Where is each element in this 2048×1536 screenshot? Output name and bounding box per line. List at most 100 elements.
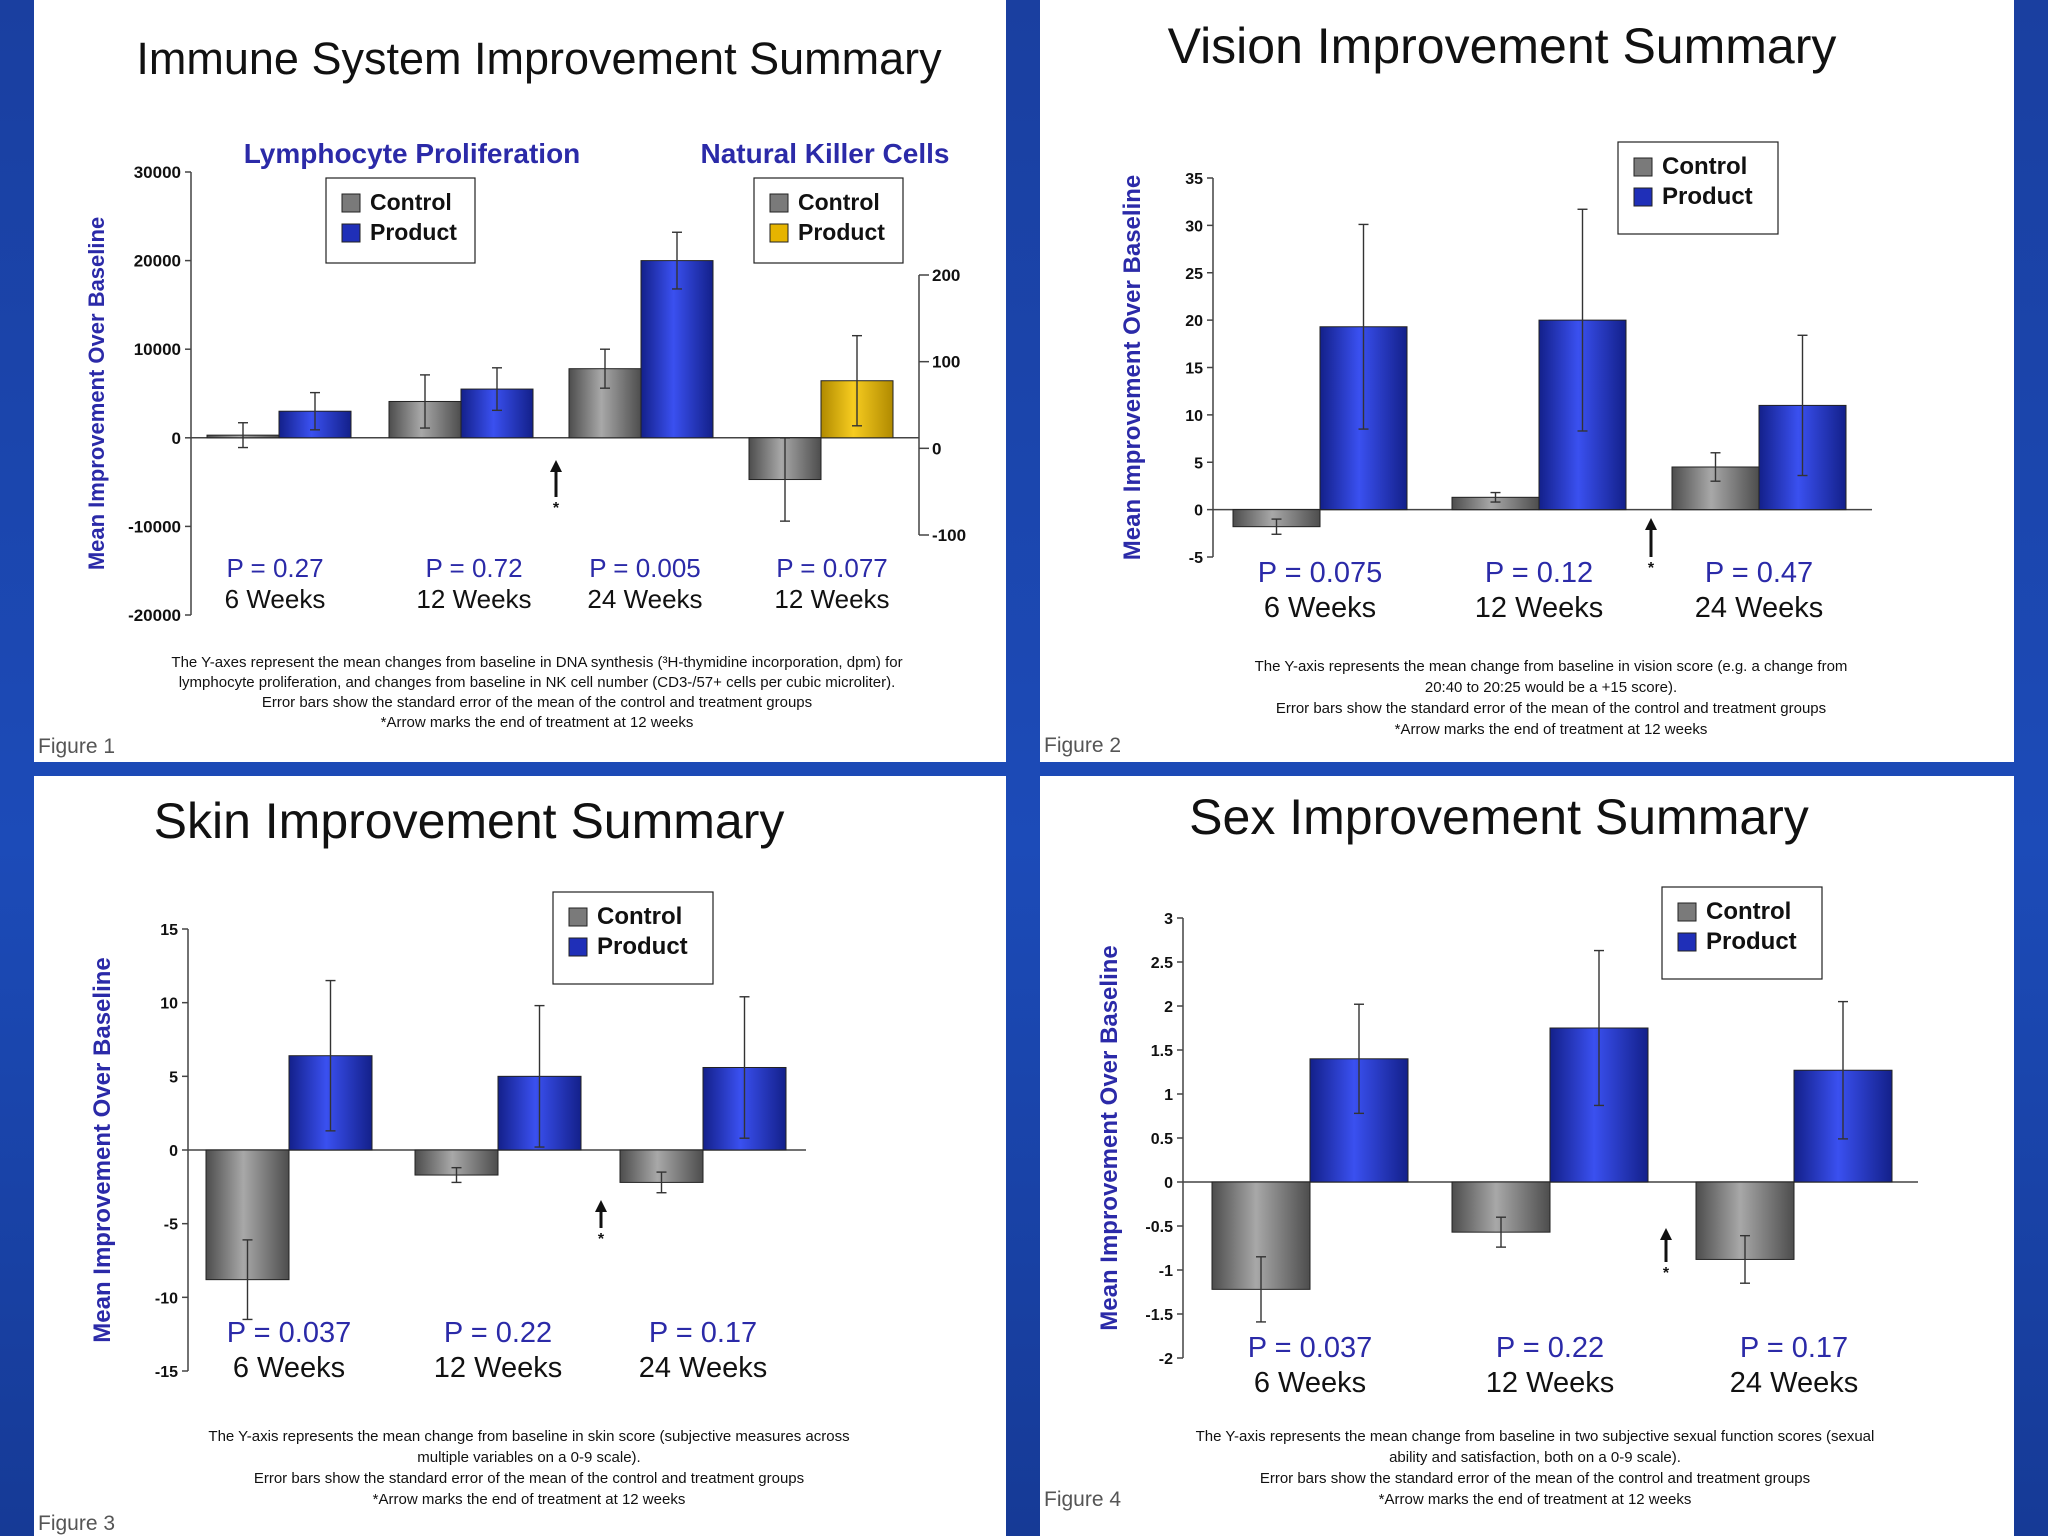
legend-label-product: Product [597, 933, 688, 960]
group-label: 12 Weeks [774, 584, 889, 614]
caption-line: *Arrow marks the end of treatment at 12 … [373, 1491, 686, 1508]
p-value: P = 0.17 [649, 1317, 757, 1349]
p-value: P = 0.22 [1496, 1332, 1604, 1364]
figure-3-panel: Skin Improvement Summary 15 10 5 0 -5 -10 -15 Me… [34, 776, 1006, 1536]
caption-line: The Y-axes represent the mean changes fr… [171, 654, 902, 671]
legend-label-control: Control [1662, 153, 1747, 180]
y-tick-label: -5 [1189, 550, 1203, 567]
y-tick-label: 35 [1185, 171, 1203, 188]
figure-1-panel: Immune System Improvement Summary Lymphoc… [34, 0, 1006, 762]
y-tick-label: -1.5 [1145, 1307, 1173, 1324]
caption-line: *Arrow marks the end of treatment at 12 … [1395, 721, 1708, 738]
legend-label-control: Control [798, 189, 880, 215]
y-tick-label: 3 [1164, 911, 1173, 928]
y-tick-label: -100 [932, 526, 966, 545]
p-value: P = 0.037 [1248, 1332, 1372, 1364]
p-value: P = 0.037 [227, 1317, 351, 1349]
group-label: 12 Weeks [434, 1352, 562, 1384]
legend-swatch-product [341, 223, 361, 243]
y-tick-label: 20 [1185, 313, 1203, 330]
legend-label-control: Control [597, 903, 682, 930]
figure-2-panel: Vision Improvement Summary 35 30 25 20 15 10 5 0… [1040, 0, 2014, 762]
caption-line: Error bars show the standard error of th… [1260, 1470, 1810, 1487]
y-axis-label: Mean Improvement Over Baseline [84, 217, 109, 570]
chart-title: Skin Improvement Summary [154, 793, 785, 849]
y-tick-label: -1 [1159, 1263, 1173, 1280]
subtitle-lymphocyte: Lymphocyte Proliferation [244, 138, 581, 169]
y-tick-label: 2 [1164, 999, 1173, 1016]
y-tick-label: 100 [932, 353, 960, 372]
group-label: 24 Weeks [1695, 592, 1823, 624]
caption-line: lymphocyte proliferation, and changes fr… [179, 674, 896, 691]
p-value: P = 0.077 [776, 553, 888, 583]
legend-swatch-control [769, 193, 789, 213]
legend-swatch-product [769, 223, 789, 243]
end-of-treatment-arrow-asterisk: * [1663, 1265, 1670, 1282]
caption-line: ability and satisfaction, both on a 0-9 … [1389, 1449, 1681, 1466]
legend-label-product: Product [798, 219, 885, 245]
y-tick-label: 30000 [134, 163, 181, 182]
caption-line: *Arrow marks the end of treatment at 12 … [381, 714, 694, 731]
legend-swatch-control [568, 907, 588, 927]
caption-line: Error bars show the standard error of th… [262, 694, 812, 711]
y-tick-label: 10 [1185, 408, 1203, 425]
legend-label-control: Control [1706, 898, 1791, 925]
legend-swatch-control [1633, 157, 1653, 177]
end-of-treatment-arrow-asterisk: * [598, 1231, 605, 1248]
end-of-treatment-arrow-asterisk: * [553, 500, 560, 517]
p-value: P = 0.27 [226, 553, 323, 583]
y-axis-label: Mean Improvement Over Baseline [1119, 175, 1146, 560]
y-tick-label: 25 [1185, 266, 1203, 283]
group-label: 12 Weeks [416, 584, 531, 614]
y-tick-label: 1 [1164, 1087, 1173, 1104]
chart-title: Immune System Improvement Summary [136, 33, 942, 84]
chart-title: Vision Improvement Summary [1168, 18, 1837, 74]
y-tick-label: -10000 [128, 517, 181, 536]
y-tick-label: 5 [169, 1069, 178, 1086]
y-axis-label: Mean Improvement Over Baseline [1096, 945, 1123, 1330]
legend-swatch-product [1633, 187, 1653, 207]
figure-label: Figure 3 [38, 1512, 115, 1535]
legend-swatch-control [341, 193, 361, 213]
legend-swatch-product [1677, 932, 1697, 952]
p-value: P = 0.12 [1485, 557, 1593, 589]
caption-line: Error bars show the standard error of th… [1276, 700, 1826, 717]
y-tick-label: 15 [1185, 361, 1203, 378]
y-tick-label: 0 [932, 439, 941, 458]
legend-label-control: Control [370, 189, 452, 215]
y-tick-label: -2 [1159, 1351, 1173, 1368]
end-of-treatment-arrow-head [1645, 518, 1657, 530]
y-tick-label: -5 [164, 1217, 178, 1234]
y-tick-label: 0.5 [1151, 1131, 1173, 1148]
y-tick-label: 5 [1194, 455, 1203, 472]
end-of-treatment-arrow-head [1660, 1228, 1672, 1240]
end-of-treatment-arrow-head [550, 460, 562, 472]
group-label: 6 Weeks [233, 1352, 345, 1384]
group-label: 24 Weeks [587, 584, 702, 614]
caption-line: The Y-axis represents the mean change fr… [208, 1428, 849, 1445]
caption-line: multiple variables on a 0-9 scale). [417, 1449, 640, 1466]
legend-box [325, 177, 476, 264]
y-tick-label: -0.5 [1145, 1219, 1173, 1236]
p-value: P = 0.72 [425, 553, 522, 583]
group-label: 12 Weeks [1475, 592, 1603, 624]
p-value: P = 0.47 [1705, 557, 1813, 589]
group-label: 6 Weeks [1264, 592, 1376, 624]
end-of-treatment-arrow-head [595, 1200, 607, 1212]
p-value: P = 0.17 [1740, 1332, 1848, 1364]
caption-line: The Y-axis represents the mean change fr… [1196, 1428, 1875, 1445]
legend-label-product: Product [1662, 183, 1753, 210]
y-tick-label: 0 [172, 429, 181, 448]
p-value: P = 0.075 [1258, 557, 1382, 589]
y-tick-label: 0 [169, 1143, 178, 1160]
sex-chart: Sex Improvement Summary 3 2.5 2 1.5 1 0.5 0 -0.5… [1044, 789, 1918, 1511]
y-tick-label: 20000 [134, 252, 181, 271]
y-tick-label: 2.5 [1151, 955, 1173, 972]
immune-chart: Immune System Improvement Summary Lymphoc… [38, 33, 966, 758]
caption-line: The Y-axis represents the mean change fr… [1255, 658, 1848, 675]
caption-line: *Arrow marks the end of treatment at 12 … [1379, 1491, 1692, 1508]
end-of-treatment-arrow-asterisk: * [1648, 560, 1655, 577]
y-tick-label: -20000 [128, 606, 181, 625]
legend-swatch-product [568, 937, 588, 957]
y-tick-label: 15 [160, 922, 178, 939]
